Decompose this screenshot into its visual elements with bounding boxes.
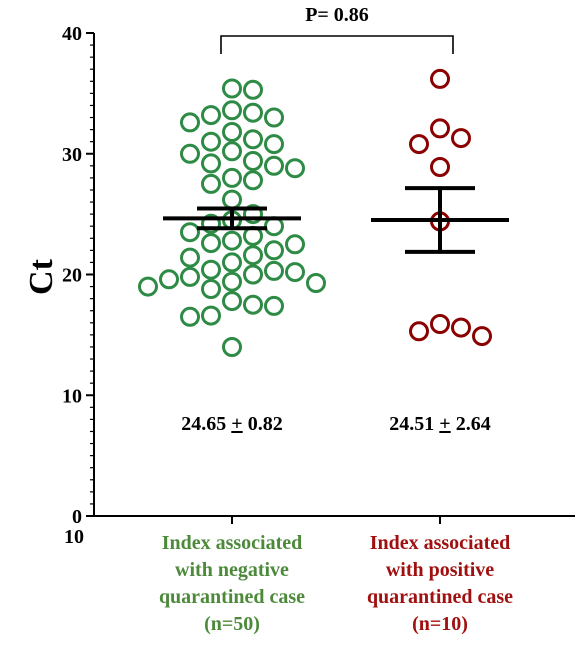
x-origin-label: 10: [64, 526, 84, 548]
data-point: [201, 259, 221, 280]
data-point: [472, 326, 492, 347]
y-tick-label: 40: [62, 23, 82, 45]
data-point: [222, 78, 242, 99]
data-point: [201, 173, 221, 194]
annotation-mean: 24.51: [389, 413, 439, 435]
mean-sem-annotation: 24.65 + 0.82: [181, 413, 282, 435]
y-tick-label: 10: [62, 385, 82, 407]
data-point: [264, 260, 284, 281]
data-point: [264, 295, 284, 316]
data-point: [201, 213, 221, 234]
data-point: [243, 204, 263, 225]
x-category-label: (n=10): [412, 613, 468, 635]
data-point: [451, 128, 471, 149]
data-point: [264, 107, 284, 128]
data-point: [243, 264, 263, 285]
data-point: [243, 151, 263, 171]
data-point: [201, 153, 221, 174]
data-point: [409, 321, 429, 342]
data-point: [222, 252, 242, 273]
p-value-label: P= 0.86: [305, 4, 369, 26]
y-tick-label: 20: [62, 265, 82, 287]
data-point: [430, 68, 450, 89]
data-point: [285, 262, 305, 283]
data-point: [222, 271, 242, 292]
annotation-mean: 24.65: [181, 413, 231, 435]
data-point: [201, 305, 221, 326]
x-category-label: Index associated: [162, 532, 303, 554]
data-point: [451, 317, 471, 338]
data-point: [285, 158, 305, 179]
x-category-label: Index associated: [370, 532, 511, 554]
data-point: [201, 131, 221, 152]
data-point: [264, 240, 284, 261]
data-point: [222, 141, 242, 162]
significance-bracket: [220, 35, 454, 54]
data-point: [180, 112, 200, 133]
x-category-label: quarantined case: [367, 586, 513, 608]
y-axis-title: Ct: [23, 258, 60, 295]
annotation-sem: 2.64: [451, 413, 491, 435]
data-point: [285, 234, 305, 255]
data-point: [264, 155, 284, 176]
data-point: [243, 102, 263, 123]
data-point: [201, 105, 221, 126]
annotation-sem: 0.82: [243, 413, 283, 435]
x-category-label: (n=50): [204, 613, 260, 635]
annotation-pm-symbol: +: [231, 413, 242, 435]
data-point: [138, 276, 158, 297]
data-point: [222, 291, 242, 312]
data-point: [430, 314, 450, 334]
data-point: [180, 266, 200, 287]
mean-sem-annotation: 24.51 + 2.64: [389, 413, 490, 435]
data-point: [222, 122, 242, 142]
data-point: [222, 100, 242, 121]
data-point: [201, 233, 221, 254]
data-point: [180, 247, 200, 268]
data-point: [243, 129, 263, 150]
x-category-label: with negative: [175, 559, 289, 581]
x-category-label: quarantined case: [159, 586, 305, 608]
data-point: [222, 337, 242, 357]
data-point: [409, 134, 429, 155]
data-point: [306, 273, 326, 293]
data-point: [180, 143, 200, 164]
data-point: [201, 279, 221, 299]
data-point: [243, 79, 263, 100]
y-tick-label: 30: [62, 144, 82, 166]
data-point: [159, 269, 179, 290]
data-point: [430, 118, 450, 139]
data-point: [264, 134, 284, 155]
annotation-pm-symbol: +: [439, 413, 450, 435]
data-point: [180, 222, 200, 243]
data-point: [222, 167, 242, 188]
data-point: [243, 245, 263, 266]
data-point: [180, 306, 200, 327]
data-point: [222, 189, 242, 210]
y-tick-label: 0: [72, 506, 82, 528]
data-point: [222, 230, 242, 251]
x-category-label: with positive: [386, 559, 494, 581]
data-point: [243, 170, 263, 191]
data-point: [243, 294, 263, 315]
data-point: [430, 157, 450, 177]
